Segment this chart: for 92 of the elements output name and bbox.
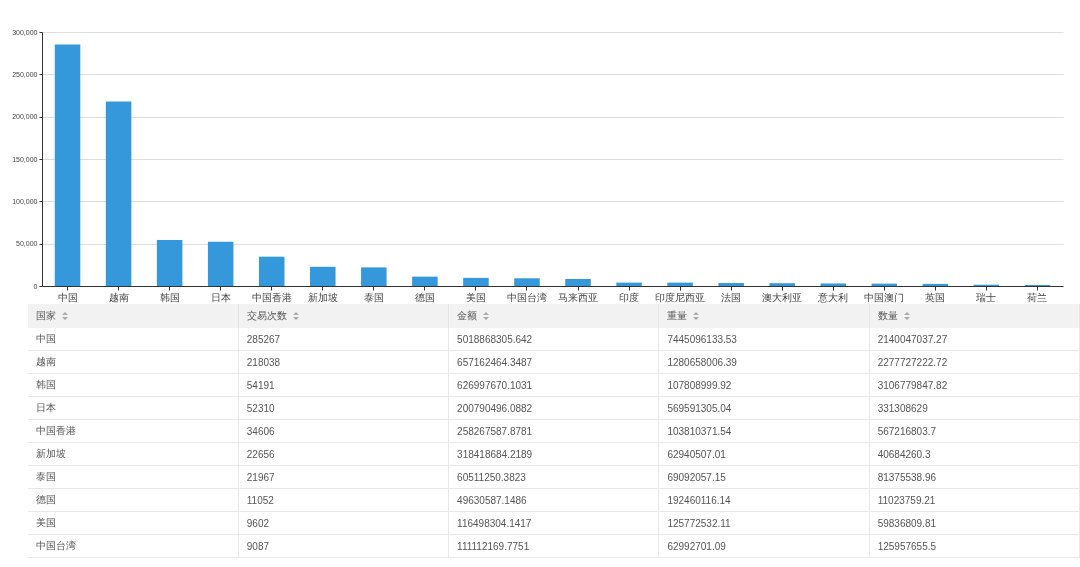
text: 116498304.1417	[448, 511, 659, 535]
x-tick-label: 韩国	[159, 291, 180, 303]
bar	[718, 283, 744, 286]
text: 192460116.14	[658, 488, 870, 512]
x-tick-label: 新加坡	[307, 291, 338, 303]
x-tick-label: 法国	[721, 291, 742, 303]
text: 52310	[238, 396, 449, 420]
text: 3106779847.82	[869, 373, 1080, 397]
text: 103810371.54	[658, 419, 870, 443]
x-tick-label: 印度尼西亚	[655, 291, 706, 303]
text: 日本	[28, 396, 239, 420]
text: 40684260.3	[869, 442, 1080, 466]
text: 中国台湾	[28, 534, 239, 558]
text: 69092057.15	[658, 465, 870, 489]
bar	[667, 282, 693, 286]
text: 49630587.1486	[448, 488, 659, 512]
text: 越南	[28, 350, 239, 374]
category-label: 重量	[658, 304, 870, 328]
text: 200790496.0882	[448, 396, 659, 420]
text: 125772532.11	[658, 511, 870, 535]
text: 泰国	[28, 465, 239, 489]
x-tick-label: 越南	[108, 291, 129, 303]
bar	[258, 256, 285, 286]
text: 11023759.21	[869, 488, 1080, 512]
text: 218038	[238, 350, 449, 374]
bar	[54, 44, 81, 286]
text: 9602	[238, 511, 449, 535]
bar	[361, 267, 387, 286]
bar	[514, 278, 540, 286]
bar	[105, 101, 132, 286]
bar	[310, 266, 336, 286]
x-tick-label: 中国	[57, 291, 78, 303]
x-tick-label: 荷兰	[1027, 291, 1048, 303]
bar	[463, 277, 489, 286]
text: 11052	[238, 488, 449, 512]
x-tick-label: 德国	[414, 291, 435, 303]
x-tick-label: 日本	[210, 291, 231, 303]
text: 7445096133.53	[658, 328, 870, 351]
text: 22656	[238, 442, 449, 466]
text: 111112169.7751	[448, 534, 659, 558]
x-tick-label: 美国	[465, 291, 486, 303]
bar	[769, 283, 795, 286]
category-label: 交易次数	[238, 304, 449, 328]
category-label: 金额	[448, 304, 659, 328]
x-tick-label: 意大利	[817, 291, 849, 303]
text: 美国	[28, 511, 239, 535]
text: 2140047037.27	[869, 328, 1080, 351]
x-tick-label: 泰国	[363, 291, 384, 303]
text: 81375538.96	[869, 465, 1080, 489]
text: 318418684.2189	[448, 442, 659, 466]
bar	[820, 283, 847, 286]
text: 107808999.92	[658, 373, 870, 397]
text: 21967	[238, 465, 449, 489]
text: 54191	[238, 373, 449, 397]
bar	[616, 282, 642, 286]
bar	[412, 276, 438, 286]
x-tick-label: 中国香港	[251, 291, 292, 303]
text: 5018868305.642	[448, 328, 659, 351]
text: 62940507.01	[658, 442, 870, 466]
category-label: 数量	[869, 304, 1080, 328]
bar	[922, 283, 949, 286]
text: 34606	[238, 419, 449, 443]
text: 331308629	[869, 396, 1080, 420]
category-label: 国家	[28, 304, 239, 328]
text: 125957655.5	[869, 534, 1080, 558]
text: 德国	[28, 488, 239, 512]
x-tick-label: 印度	[619, 291, 640, 303]
text: 1280658006.39	[658, 350, 870, 374]
bar	[156, 240, 183, 286]
text: 285267	[238, 328, 449, 351]
text: 258267587.8781	[448, 419, 659, 443]
x-tick-label: 英国	[925, 291, 946, 303]
text: 9087	[238, 534, 449, 558]
bar	[565, 278, 591, 286]
text: 626997670.1031	[448, 373, 659, 397]
text: 中国香港	[28, 419, 239, 443]
x-tick-label: 澳大利亚	[762, 291, 803, 303]
bar	[207, 241, 234, 286]
text: 韩国	[28, 373, 239, 397]
text: 新加坡	[28, 442, 239, 466]
x-tick-label: 马来西亚	[558, 291, 599, 303]
x-tick-label: 瑞士	[976, 291, 997, 303]
x-tick-label: 中国台湾	[506, 291, 547, 303]
text: 59836809.81	[869, 511, 1080, 535]
text: 62992701.09	[658, 534, 870, 558]
text: 中国	[28, 328, 239, 351]
text: 657162464.3487	[448, 350, 659, 374]
text: 567216803.7	[869, 419, 1080, 443]
text: 60511250.3823	[448, 465, 659, 489]
text: 2277727222.72	[869, 350, 1080, 374]
text: 569591305.04	[658, 396, 870, 420]
x-tick-label: 中国澳门	[864, 291, 905, 303]
